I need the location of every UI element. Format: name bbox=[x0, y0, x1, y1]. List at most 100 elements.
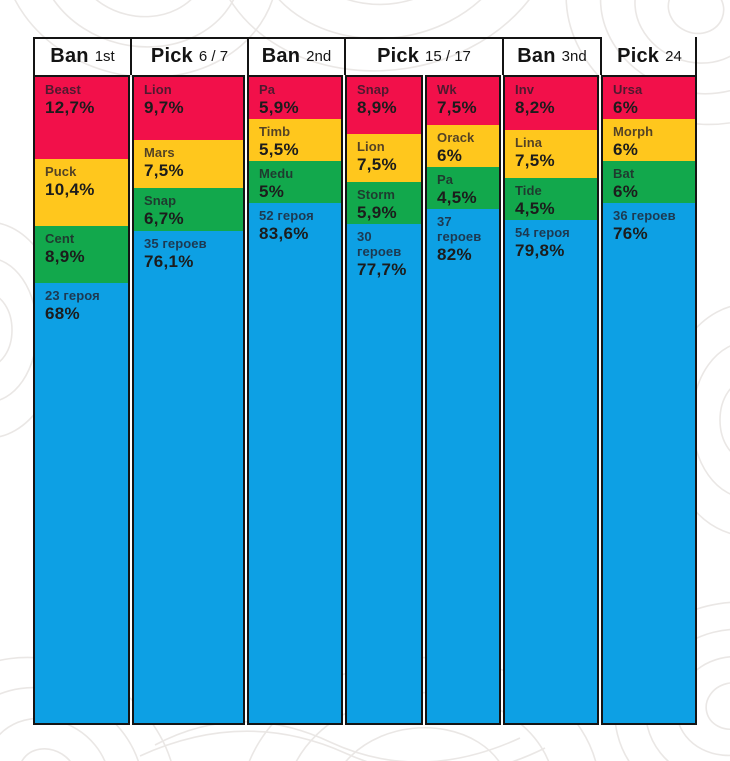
header-cell-pick-24: Pick 24 bbox=[600, 37, 697, 75]
red-segment-beast: Beast 12,7% bbox=[35, 77, 128, 159]
yellow-segment-orack: Orack 6% bbox=[427, 125, 499, 167]
hero-label: Puck bbox=[45, 164, 77, 179]
header-stage-detail: 3nd bbox=[561, 47, 587, 65]
percentage-value: 6,7% bbox=[144, 208, 184, 228]
blue-segment-23: 23 героя 68% bbox=[35, 283, 128, 723]
header-stage-label: Ban bbox=[50, 44, 89, 67]
stack-column-2-pick-6-7: Lion 9,7% Mars 7,5% Snap 6,7% 35 героев 76,1% bbox=[132, 75, 245, 725]
percentage-value: 5,5% bbox=[259, 139, 299, 159]
blue-segment-37: 37 героев 82% bbox=[427, 209, 499, 723]
hero-label: Snap bbox=[144, 193, 177, 208]
percentage-value: 4,5% bbox=[437, 187, 477, 207]
hero-label: 23 героя bbox=[45, 288, 100, 303]
red-segment-wk: Wk 7,5% bbox=[427, 77, 499, 125]
percentage-value: 8,9% bbox=[357, 97, 397, 117]
hero-label: Tide bbox=[515, 183, 542, 198]
hero-label: Cent bbox=[45, 231, 75, 246]
columns-area: Beast 12,7% Puck 10,4% Cent 8,9% 23 героя 68% Li… bbox=[33, 75, 697, 725]
green-segment-cent: Cent 8,9% bbox=[35, 226, 128, 283]
hero-label: Morph bbox=[613, 124, 654, 139]
hero-label: Ursa bbox=[613, 82, 643, 97]
stack-column-4-pick-15-17: Snap 8,9% Lion 7,5% Storm 5,9% 30 героев 77,7% bbox=[345, 75, 423, 725]
header-stage-label: Pick bbox=[377, 44, 420, 67]
stack-column-3-ban-2nd: Pa 5,9% Timb 5,5% Medu 5% 52 героя 83,6% bbox=[247, 75, 343, 725]
hero-label: Lina bbox=[515, 135, 543, 150]
red-segment-pa: Pa 5,9% bbox=[249, 77, 341, 119]
header-stage-detail: 15 / 17 bbox=[425, 47, 471, 65]
red-segment-ursa: Ursa 6% bbox=[603, 77, 695, 119]
contour-line bbox=[154, 720, 521, 761]
draft-stats-chart: Ban 1st Pick 6 / 7 Ban 2nd Pick 15 / 17 Ban 3nd Pi… bbox=[33, 37, 697, 725]
percentage-value: 5,9% bbox=[357, 202, 397, 222]
percentage-value: 76% bbox=[613, 223, 648, 243]
percentage-value: 76,1% bbox=[144, 251, 194, 271]
header-stage-label: Pick bbox=[150, 44, 193, 67]
percentage-value: 77,7% bbox=[357, 259, 407, 279]
green-segment-tide: Tide 4,5% bbox=[505, 178, 597, 220]
percentage-value: 8,9% bbox=[45, 246, 85, 266]
hero-label: Mars bbox=[144, 145, 175, 160]
percentage-value: 7,5% bbox=[437, 97, 477, 117]
hero-label: Bat bbox=[613, 166, 635, 181]
yellow-segment-lion: Lion 7,5% bbox=[347, 134, 421, 182]
header-stage-label: Ban bbox=[261, 44, 301, 67]
hero-label: Lion bbox=[357, 139, 385, 154]
yellow-segment-mars: Mars 7,5% bbox=[134, 140, 243, 188]
percentage-value: 4,5% bbox=[515, 198, 555, 218]
blue-segment-54: 54 героя 79,8% bbox=[505, 220, 597, 723]
percentage-value: 7,5% bbox=[144, 160, 184, 180]
header-top-rule bbox=[33, 37, 602, 39]
percentage-value: 82% bbox=[437, 244, 472, 264]
blue-segment-35: 35 героев 76,1% bbox=[134, 231, 243, 723]
percentage-value: 5% bbox=[259, 181, 285, 201]
hero-label: Snap bbox=[357, 82, 390, 97]
header-stage-detail: 1st bbox=[94, 47, 115, 65]
hero-label: Storm bbox=[357, 187, 396, 202]
percentage-value: 12,7% bbox=[45, 97, 95, 117]
stack-column-1-ban-1st: Beast 12,7% Puck 10,4% Cent 8,9% 23 героя 68% bbox=[33, 75, 130, 725]
red-segment-snap: Snap 8,9% bbox=[347, 77, 421, 134]
header-stage-detail: 24 bbox=[665, 47, 682, 65]
percentage-value: 5,9% bbox=[259, 97, 299, 117]
hero-label: 37 героев bbox=[437, 214, 482, 244]
header-cell-ban-2nd: Ban 2nd bbox=[247, 37, 344, 75]
hero-label: Lion bbox=[144, 82, 172, 97]
stack-column-6-ban-3nd: Inv 8,2% Lina 7,5% Tide 4,5% 54 героя 79,8% bbox=[503, 75, 599, 725]
header-stage-label: Pick bbox=[617, 44, 660, 67]
yellow-segment-puck: Puck 10,4% bbox=[35, 159, 128, 226]
header-stage-label: Ban bbox=[517, 44, 556, 67]
percentage-value: 7,5% bbox=[357, 154, 397, 174]
percentage-value: 6% bbox=[613, 139, 639, 159]
green-segment-storm: Storm 5,9% bbox=[347, 182, 421, 224]
percentage-value: 6% bbox=[613, 97, 639, 117]
hero-label: Timb bbox=[259, 124, 291, 139]
percentage-value: 7,5% bbox=[515, 150, 555, 170]
red-segment-inv: Inv 8,2% bbox=[505, 77, 597, 130]
percentage-value: 79,8% bbox=[515, 240, 565, 260]
contour-cluster bbox=[210, 0, 560, 72]
header-cell-pick-15-17: Pick 15 / 17 bbox=[344, 37, 502, 75]
green-segment-pa: Pa 4,5% bbox=[427, 167, 499, 209]
hero-label: Orack bbox=[437, 130, 475, 145]
hero-label: 35 героев bbox=[144, 236, 207, 251]
hero-label: Pa bbox=[259, 82, 276, 97]
yellow-segment-morph: Morph 6% bbox=[603, 119, 695, 161]
green-segment-bat: Bat 6% bbox=[603, 161, 695, 203]
percentage-value: 10,4% bbox=[45, 179, 95, 199]
hero-label: Medu bbox=[259, 166, 294, 181]
header-stage-detail: 2nd bbox=[306, 47, 332, 65]
hero-label: 52 героя bbox=[259, 208, 314, 223]
contour-cluster bbox=[1, 0, 279, 79]
green-segment-medu: Medu 5% bbox=[249, 161, 341, 203]
header-cell-ban-3nd: Ban 3nd bbox=[502, 37, 600, 75]
header-cell-ban-1st: Ban 1st bbox=[33, 37, 130, 75]
hero-label: Inv bbox=[515, 82, 535, 97]
percentage-value: 6% bbox=[613, 181, 639, 201]
yellow-segment-lina: Lina 7,5% bbox=[505, 130, 597, 178]
hero-label: Wk bbox=[437, 82, 457, 97]
green-segment-snap: Snap 6,7% bbox=[134, 188, 243, 231]
header-stage-detail: 6 / 7 bbox=[198, 47, 229, 65]
red-segment-lion: Lion 9,7% bbox=[134, 77, 243, 140]
blue-segment-30: 30 героев 77,7% bbox=[347, 224, 421, 723]
